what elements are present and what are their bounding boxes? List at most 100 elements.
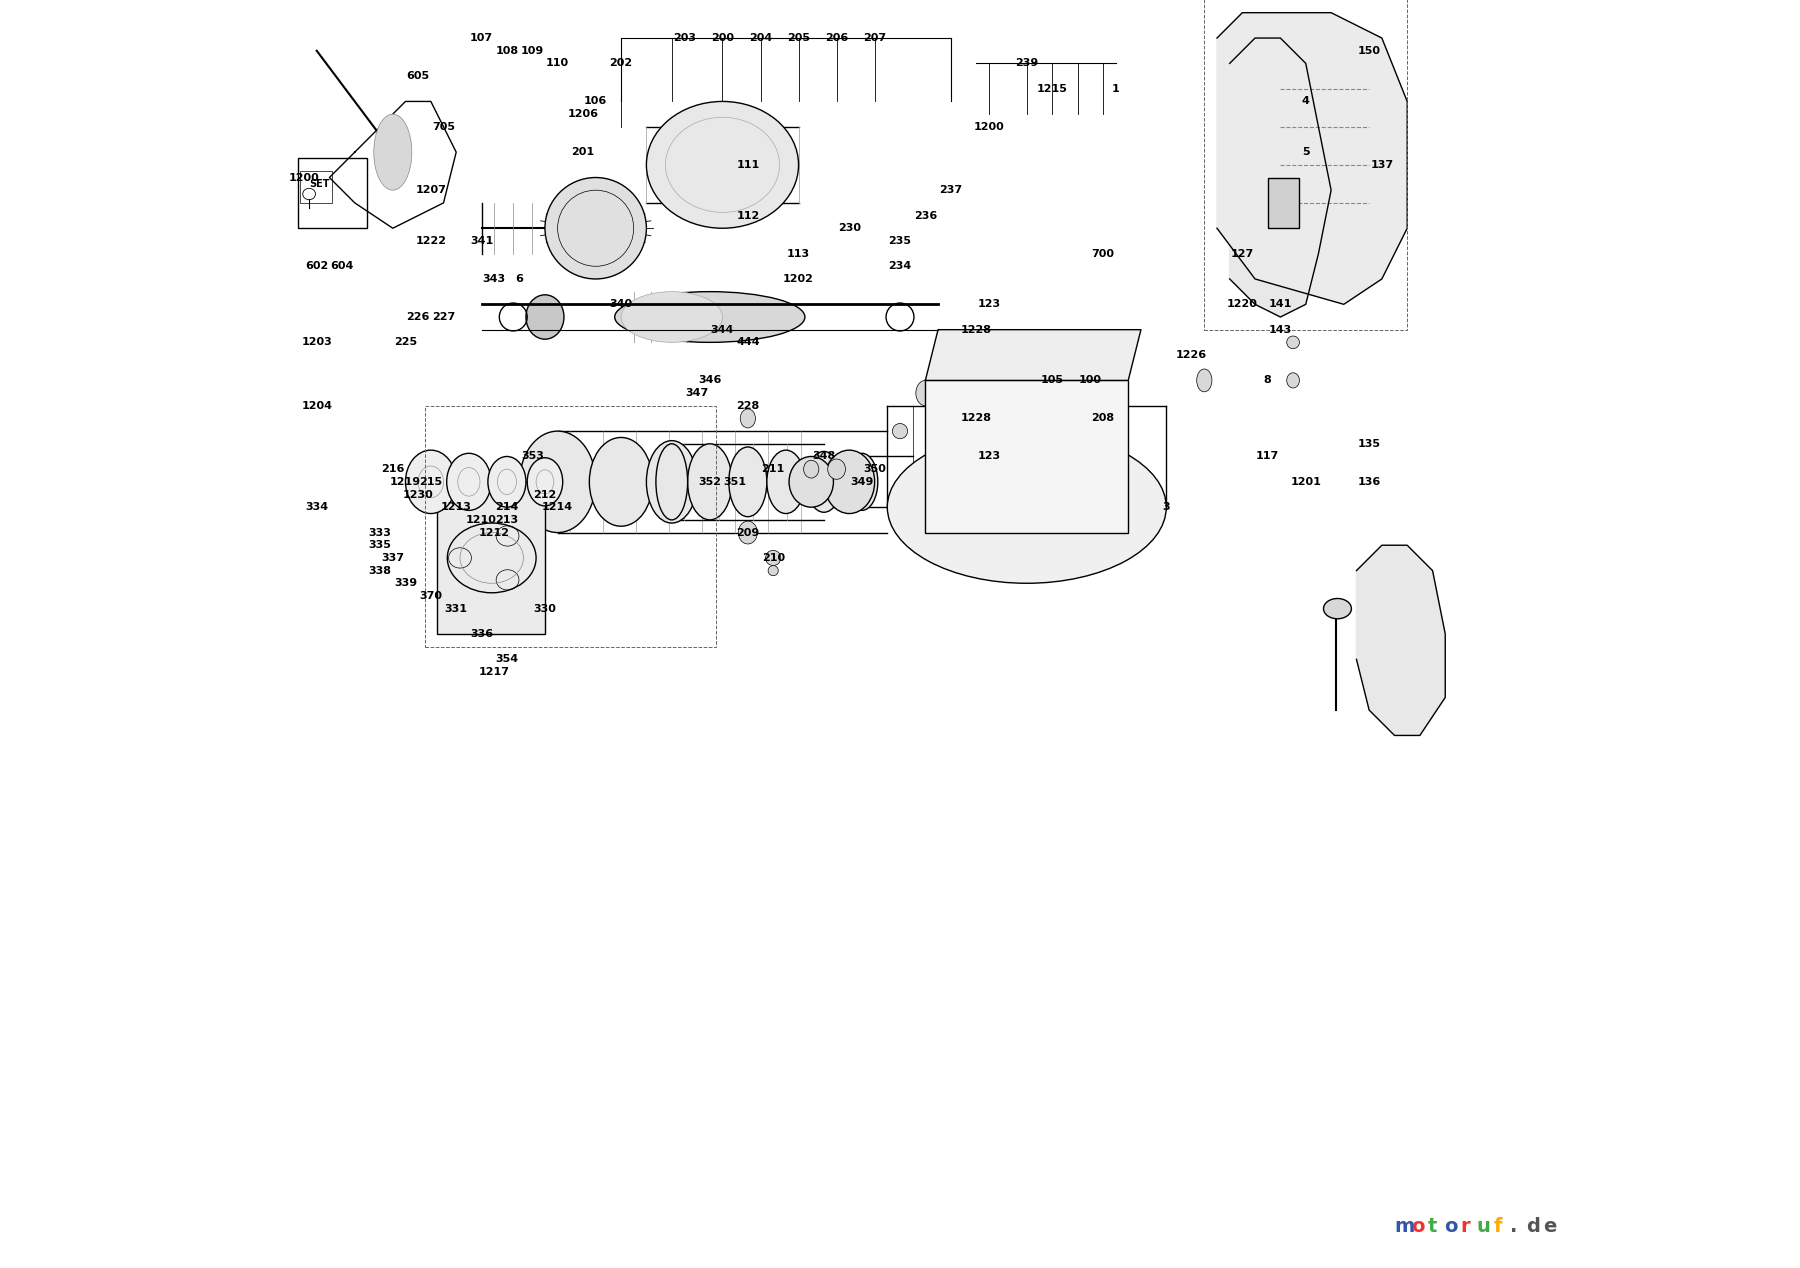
Text: 228: 228: [736, 401, 760, 411]
Text: 340: 340: [610, 299, 632, 309]
Text: 344: 344: [711, 325, 734, 335]
Ellipse shape: [916, 380, 934, 406]
Ellipse shape: [545, 178, 646, 279]
Text: 352: 352: [698, 477, 722, 487]
Text: 1207: 1207: [416, 185, 446, 195]
Ellipse shape: [405, 450, 455, 514]
Ellipse shape: [1197, 369, 1211, 392]
Text: 201: 201: [571, 147, 594, 157]
Text: o: o: [1411, 1217, 1424, 1236]
Text: 206: 206: [824, 33, 848, 43]
Polygon shape: [1217, 13, 1408, 304]
Text: 210: 210: [761, 553, 785, 563]
Text: m: m: [1395, 1217, 1415, 1236]
Text: 4: 4: [1301, 96, 1310, 107]
Text: 1214: 1214: [542, 502, 572, 512]
Text: 150: 150: [1357, 46, 1381, 56]
Ellipse shape: [526, 294, 563, 340]
Text: 347: 347: [686, 388, 709, 398]
Text: 1213: 1213: [441, 502, 472, 512]
Ellipse shape: [446, 454, 491, 510]
Text: 235: 235: [889, 236, 911, 246]
Text: 6: 6: [515, 274, 524, 284]
Text: 237: 237: [940, 185, 963, 195]
Text: 351: 351: [724, 477, 747, 487]
Text: 212: 212: [533, 489, 556, 500]
Polygon shape: [1357, 545, 1445, 735]
Text: 346: 346: [698, 375, 722, 385]
Text: 1230: 1230: [403, 489, 434, 500]
Ellipse shape: [527, 458, 563, 506]
Text: 143: 143: [1269, 325, 1292, 335]
Text: 333: 333: [369, 527, 392, 538]
Text: 107: 107: [470, 33, 493, 43]
Text: 348: 348: [812, 451, 835, 462]
Text: 338: 338: [369, 566, 392, 576]
Text: 236: 236: [914, 210, 938, 221]
Text: 106: 106: [583, 96, 607, 107]
Ellipse shape: [828, 459, 846, 479]
Text: 1219: 1219: [391, 477, 421, 487]
Text: 1222: 1222: [416, 236, 446, 246]
Ellipse shape: [765, 550, 781, 566]
Text: 3: 3: [1163, 502, 1170, 512]
Ellipse shape: [1287, 373, 1300, 388]
Text: 203: 203: [673, 33, 697, 43]
Text: 135: 135: [1357, 439, 1381, 449]
Text: 700: 700: [1091, 249, 1114, 259]
Ellipse shape: [655, 444, 688, 520]
Ellipse shape: [806, 451, 842, 512]
Ellipse shape: [1057, 462, 1073, 477]
Text: .: .: [1510, 1217, 1517, 1236]
Text: 336: 336: [470, 629, 493, 639]
Ellipse shape: [688, 444, 733, 520]
Ellipse shape: [520, 431, 596, 533]
Text: 334: 334: [306, 502, 328, 512]
Text: 337: 337: [382, 553, 405, 563]
Bar: [425, 406, 716, 647]
Ellipse shape: [614, 292, 805, 342]
Text: 110: 110: [545, 58, 569, 68]
Ellipse shape: [1287, 336, 1300, 349]
Text: 1228: 1228: [961, 413, 992, 424]
Ellipse shape: [646, 441, 697, 524]
Bar: [1267, 178, 1300, 228]
Polygon shape: [1229, 38, 1332, 317]
Text: 1228: 1228: [961, 325, 992, 335]
Text: 127: 127: [1231, 249, 1255, 259]
Text: t: t: [1427, 1217, 1436, 1236]
Ellipse shape: [621, 292, 722, 342]
Bar: [437, 482, 545, 634]
Text: 230: 230: [837, 223, 860, 233]
Text: 123: 123: [977, 299, 1001, 309]
Text: 105: 105: [1040, 375, 1064, 385]
Text: 108: 108: [495, 46, 518, 56]
Text: 215: 215: [419, 477, 443, 487]
Text: 1226: 1226: [1175, 350, 1208, 360]
Text: 335: 335: [369, 540, 392, 550]
Text: e: e: [1543, 1217, 1557, 1236]
Polygon shape: [925, 330, 1141, 380]
Text: 225: 225: [394, 337, 418, 347]
Text: 343: 343: [482, 274, 506, 284]
Text: 1200: 1200: [974, 122, 1004, 132]
Text: 444: 444: [736, 337, 760, 347]
Text: 604: 604: [331, 261, 355, 271]
Text: 123: 123: [977, 451, 1001, 462]
Text: 1204: 1204: [301, 401, 333, 411]
Text: 1: 1: [1112, 84, 1120, 94]
Text: 350: 350: [864, 464, 886, 474]
Text: 602: 602: [304, 261, 328, 271]
Text: 1210: 1210: [466, 515, 497, 525]
Ellipse shape: [788, 456, 833, 507]
Ellipse shape: [1323, 598, 1352, 619]
Text: 141: 141: [1269, 299, 1292, 309]
Text: 1201: 1201: [1291, 477, 1321, 487]
Text: 1200: 1200: [288, 172, 319, 183]
Text: 214: 214: [495, 502, 518, 512]
Text: 109: 109: [520, 46, 544, 56]
Text: 113: 113: [787, 249, 810, 259]
Text: 207: 207: [862, 33, 886, 43]
Ellipse shape: [887, 431, 1166, 583]
Text: 137: 137: [1370, 160, 1393, 170]
